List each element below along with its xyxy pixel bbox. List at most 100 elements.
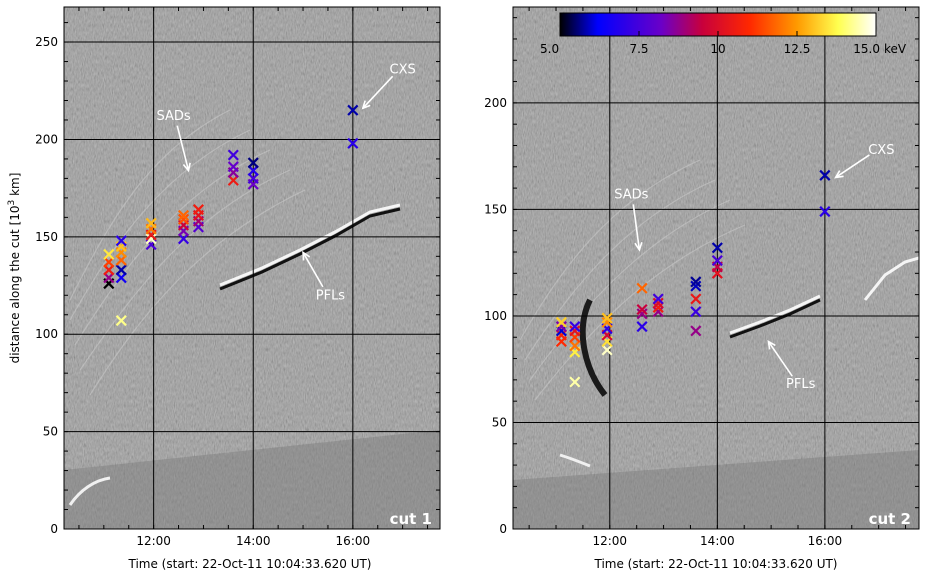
y-axis-label-superscript: 3 [7,200,17,206]
data-point-marker [227,161,239,173]
panel-1-x-axis-label: Time (start: 22-Oct-11 10:04:33.620 UT) [128,557,372,571]
data-point-marker [177,209,190,221]
data-point-marker [115,254,127,266]
colorbar-tick-label: 7.5 [629,42,648,56]
colorbar-tick-label: 5.0 [540,42,559,56]
annotation-label: SADs [156,109,190,124]
panel-1-annotations: CXS SADs PFLs [156,62,415,303]
x-tick-label: 12:00 [592,534,627,548]
data-point-marker [177,233,190,245]
annotation-label: CXS [868,143,894,158]
annotation-arrowhead [182,162,191,173]
panel-1-grid [64,7,440,529]
data-point-marker [636,321,648,333]
data-point-marker [247,157,259,169]
x-tick-label: 14:00 [236,534,271,548]
data-point-marker [227,149,239,161]
panel-2-label: cut 2 [869,510,911,528]
annotation-arrow [632,204,641,250]
panel-1-frame [63,6,441,530]
y-tick-label: 50 [492,415,507,429]
data-point-marker [569,376,581,388]
data-point-marker [569,321,581,333]
annotation-label: PFLs [786,377,816,392]
data-point-marker [103,248,115,260]
data-point-marker [690,293,702,305]
data-point-marker [103,256,115,268]
data-point-marker [115,235,127,247]
y-tick-label: 100 [35,327,58,341]
y-tick-label: 0 [50,522,58,536]
panel-2-data-points [555,169,831,388]
panel-cut-1: CXS SADs PFLs 12:00 14:00 16:00 0 50 100 150 200 2… [7,6,441,571]
data-point-marker [115,264,127,276]
annotation-arrowhead [634,242,643,252]
colorbar-tick-label: 15.0 [853,42,880,56]
x-tick-label: 16:00 [336,534,371,548]
y-axis-label-main: distance along the cut [10 [8,205,22,363]
annotation-arrow [362,75,394,109]
data-point-marker [192,204,205,216]
y-tick-label: 200 [35,132,58,146]
data-point-marker [711,254,723,267]
data-point-marker [115,315,127,327]
data-point-marker [103,272,115,284]
annotation-arrow [767,341,793,377]
annotation-arrow [835,154,870,179]
panel-2-frame [512,6,920,530]
panel-2-x-axis-label: Time (start: 22-Oct-11 10:04:33.620 UT) [594,557,838,571]
colorbar-ticks: 5.0 7.5 10 12.5 15.0 [540,31,880,56]
colorbar-tick-label: 10 [710,42,725,56]
data-point-marker [601,344,613,356]
data-point-marker [711,242,723,254]
annotation-label: CXS [390,62,416,77]
data-point-marker [690,325,702,337]
panel-1-image [64,7,440,529]
x-tick-label: 16:00 [808,534,843,548]
data-point-marker [247,172,259,184]
annotation-arrow [302,252,324,288]
data-point-marker [103,264,115,276]
data-point-marker [145,217,157,229]
annotation-label: SADs [614,187,648,202]
panel-1-y-axis-label: distance along the cut [103 km] [7,173,22,364]
annotation-label: PFLs [316,288,346,303]
data-point-marker [227,174,239,186]
data-point-marker [569,340,581,352]
y-tick-label: 150 [484,202,507,216]
y-tick-label: 250 [35,35,58,49]
data-point-marker [347,137,359,149]
y-axis-label-end: km] [8,173,22,200]
panel-1-data-points [103,104,359,327]
annotation-arrow [176,125,190,171]
data-point-marker [819,205,831,218]
data-point-marker [819,169,831,181]
annotation-arrowhead [834,170,844,179]
x-tick-label: 14:00 [700,534,735,548]
data-point-marker [636,303,648,316]
y-tick-label: 100 [484,309,507,323]
y-tick-label: 200 [484,96,507,110]
colorbar-unit: keV [884,42,907,56]
panel-2-annotations: CXS SADs PFLs [614,143,894,392]
panel-1-ticks: 12:00 14:00 16:00 0 50 100 150 200 250 [35,7,440,548]
data-point-marker [555,316,567,328]
annotation-arrowhead [302,250,311,261]
x-tick-label: 12:00 [136,534,171,548]
panel-2-ticks: 12:00 14:00 16:00 0 50 100 150 200 [484,7,919,548]
data-point-marker [601,312,613,324]
panel-1-label: cut 1 [390,510,432,528]
data-point-marker [115,272,127,284]
data-point-marker [690,306,702,318]
data-point-marker [636,282,648,294]
y-tick-label: 150 [35,230,58,244]
y-tick-label: 0 [499,522,507,536]
annotation-arrowhead [767,339,776,350]
annotation-arrowhead [361,100,371,110]
data-point-marker [247,165,259,177]
energy-colorbar: 5.0 7.5 10 12.5 15.0 keV [540,12,907,56]
y-tick-label: 50 [43,425,58,439]
data-point-marker [347,104,359,116]
